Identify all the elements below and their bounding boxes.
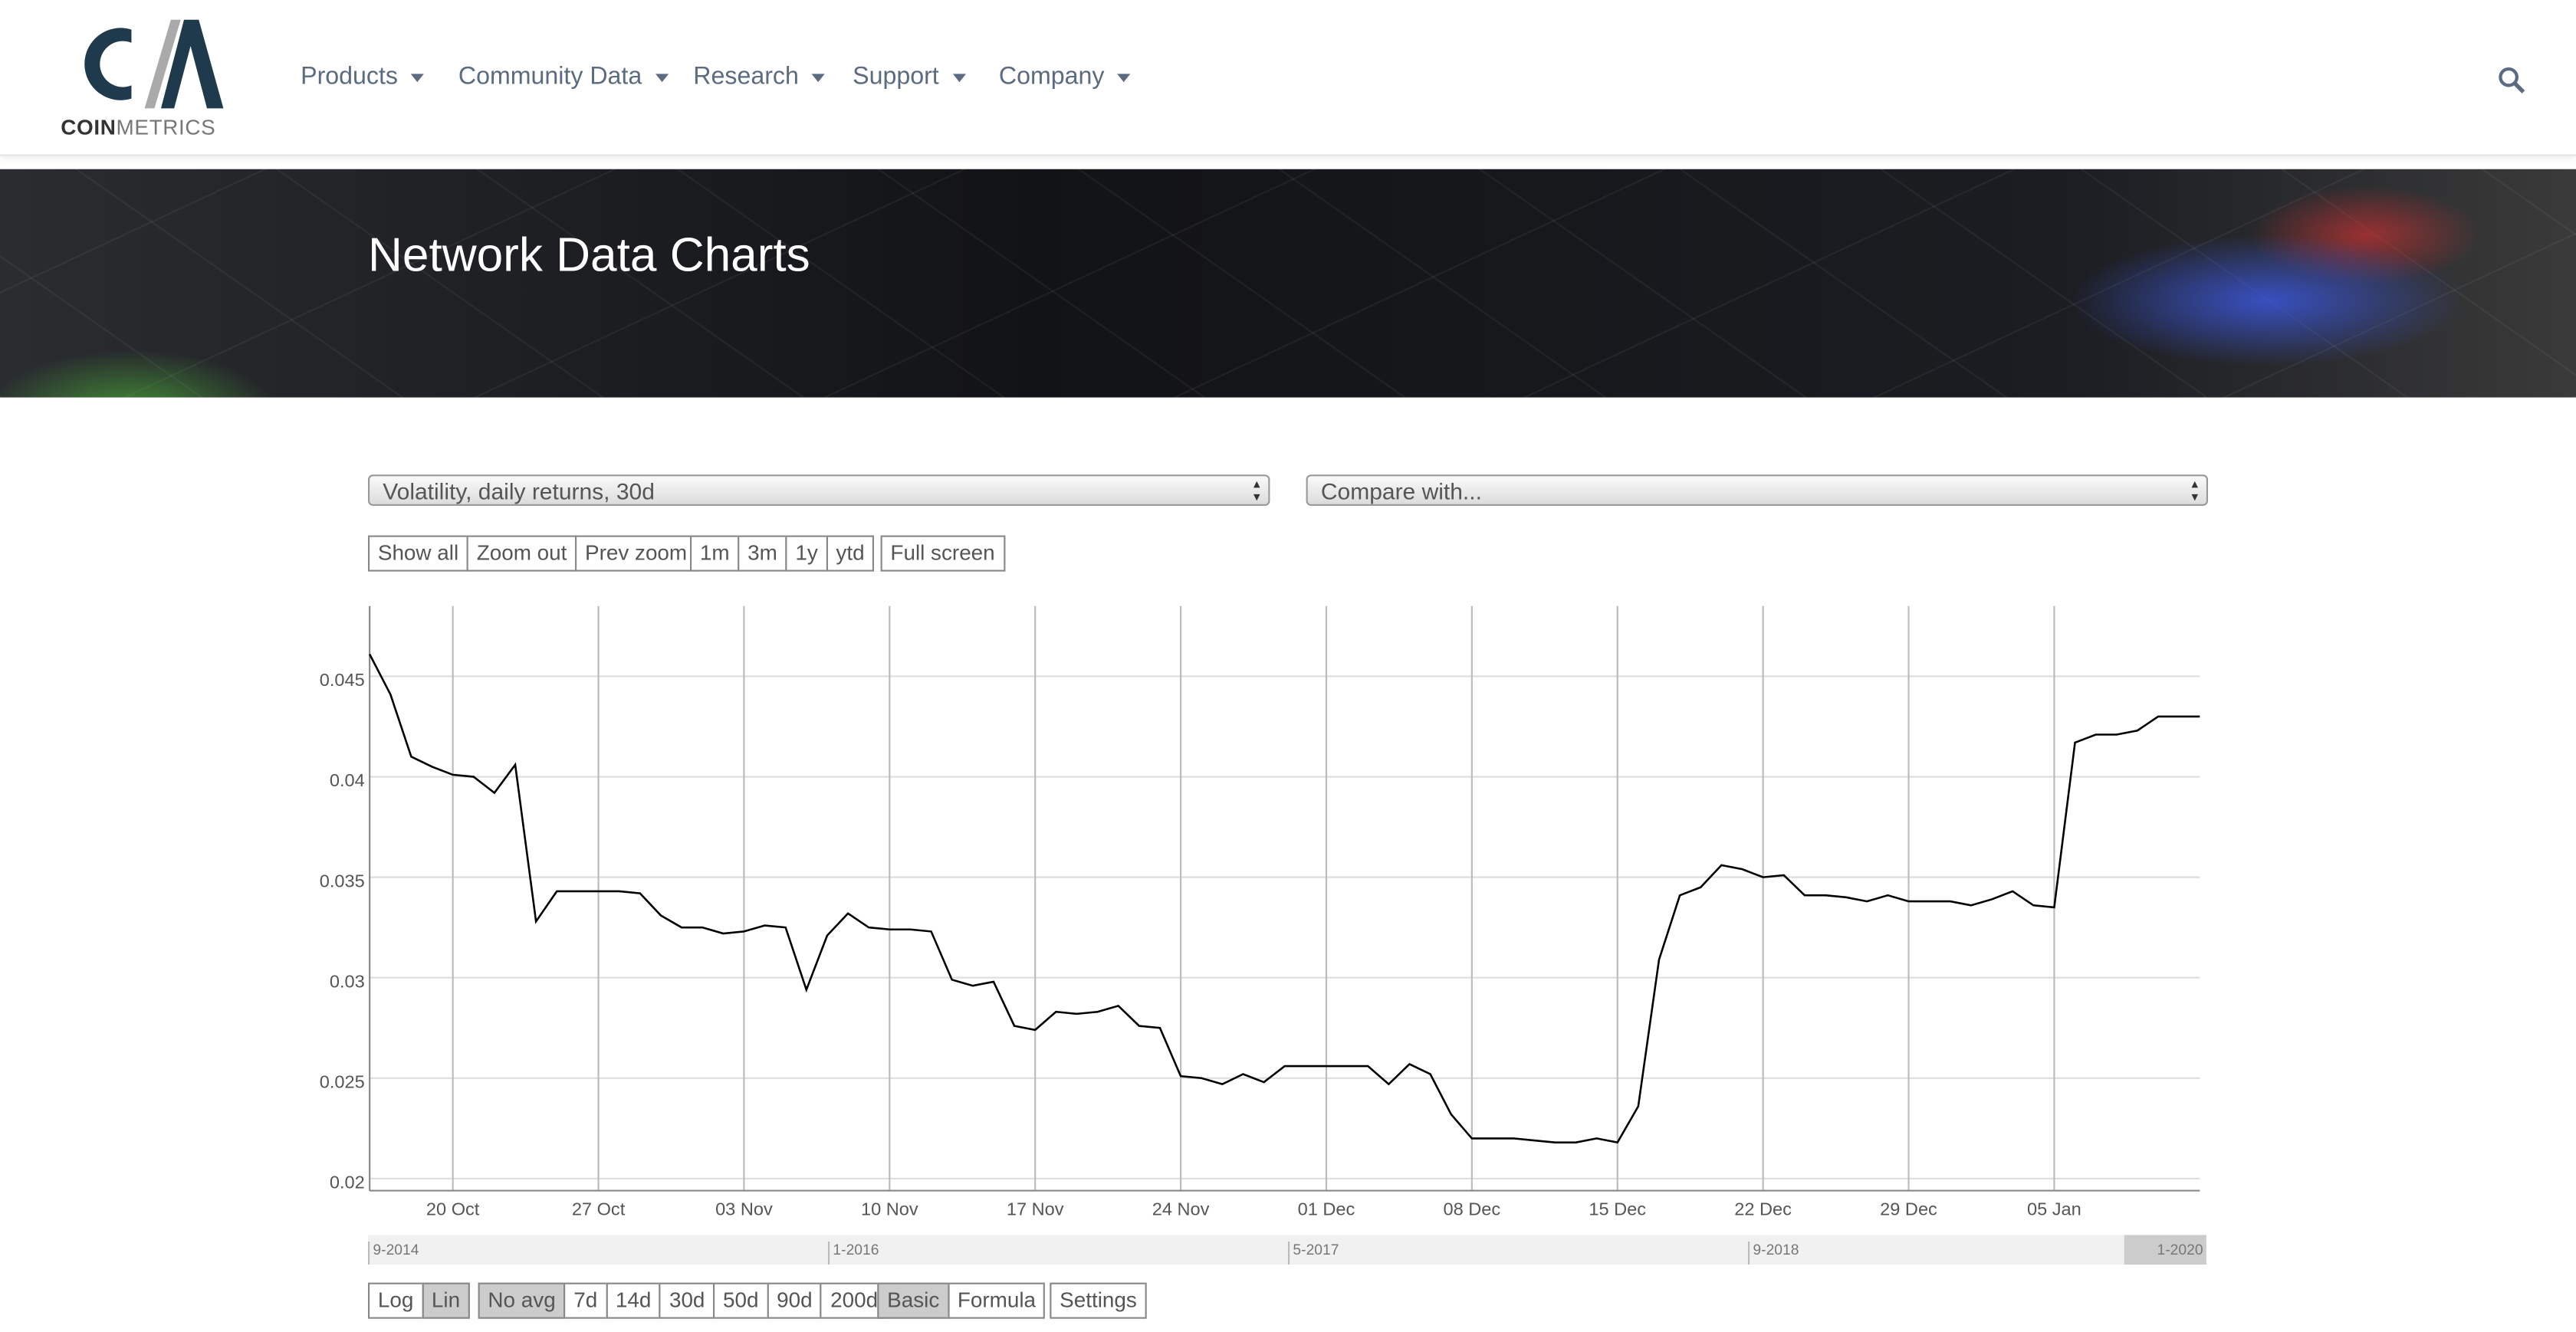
button[interactable]: 1m bbox=[690, 535, 740, 572]
button[interactable]: Show all bbox=[368, 535, 469, 572]
button[interactable]: Log bbox=[368, 1282, 424, 1319]
button[interactable]: No avg bbox=[478, 1282, 566, 1319]
button[interactable]: ytd bbox=[826, 535, 875, 572]
nav-item[interactable]: Community Data bbox=[458, 62, 669, 90]
x-tick-label: 24 Nov bbox=[1152, 1199, 1210, 1219]
x-tick-label: 29 Dec bbox=[1880, 1199, 1937, 1219]
button[interactable]: Basic bbox=[877, 1282, 950, 1319]
y-tick-label: 0.02 bbox=[330, 1172, 365, 1192]
average-buttons: No avg 7d 14d 30d 50d 90d 200d bbox=[478, 1282, 889, 1319]
navigator-window[interactable] bbox=[2124, 1235, 2206, 1265]
navigator-label: 1-2016 bbox=[828, 1242, 879, 1265]
range-navigator: 9-2014 1-2016 5-2017 9-2018 1-2020 bbox=[368, 1235, 2206, 1265]
banner-title: Network Data Charts bbox=[368, 230, 810, 283]
y-tick-label: 0.03 bbox=[330, 971, 365, 991]
logo-primary: COIN bbox=[61, 115, 117, 140]
x-tick-label: 03 Nov bbox=[715, 1199, 773, 1219]
button[interactable]: Zoom out bbox=[466, 535, 577, 572]
y-tick-label: 0.025 bbox=[320, 1071, 365, 1091]
search-icon[interactable] bbox=[2497, 66, 2527, 96]
logo-secondary: METRICS bbox=[116, 115, 216, 140]
x-tick-label: 10 Nov bbox=[861, 1199, 918, 1219]
navigator-label: 5-2017 bbox=[1288, 1242, 1339, 1265]
logo-mark bbox=[84, 19, 224, 109]
range-buttons: 1m 3m 1y ytd bbox=[690, 535, 875, 572]
banner bbox=[0, 169, 2576, 398]
navigator-label: 1-2020 bbox=[2157, 1242, 2203, 1258]
chart: 0.02 0.025 0.03 0.035 0.04 0.045 20 Oct 27 Oct 0… bbox=[320, 605, 2200, 1219]
compare-select[interactable]: Compare with... bbox=[1306, 474, 2208, 506]
nav-item[interactable]: Research bbox=[693, 62, 825, 90]
y-tick-label: 0.045 bbox=[320, 670, 365, 690]
button[interactable]: Formula bbox=[947, 1282, 1046, 1319]
settings-button[interactable]: Settings bbox=[1050, 1282, 1147, 1319]
button[interactable]: 200d bbox=[820, 1282, 889, 1319]
data-line bbox=[369, 654, 2200, 1144]
settings-group: Settings bbox=[1050, 1282, 1147, 1319]
button[interactable]: 1y bbox=[785, 535, 828, 572]
x-tick-label: 01 Dec bbox=[1298, 1199, 1355, 1219]
y-tick-label: 0.035 bbox=[320, 871, 365, 891]
x-tick-label: 27 Oct bbox=[572, 1199, 626, 1219]
button[interactable]: 3m bbox=[738, 535, 787, 572]
fullscreen-button[interactable]: Full screen bbox=[880, 535, 1005, 572]
nav-item[interactable]: Company bbox=[999, 62, 1131, 90]
button[interactable]: 50d bbox=[713, 1282, 769, 1319]
zoom-buttons: Show all Zoom out Prev zoom bbox=[368, 535, 698, 572]
button[interactable]: 7d bbox=[564, 1282, 608, 1319]
mode-buttons: Basic Formula bbox=[877, 1282, 1046, 1319]
nav-item[interactable]: Products bbox=[301, 62, 424, 90]
fullscreen-group: Full screen bbox=[880, 535, 1005, 572]
y-tick-label: 0.04 bbox=[330, 770, 365, 790]
x-tick-label: 20 Oct bbox=[426, 1199, 480, 1219]
navigator-label: 9-2014 bbox=[368, 1242, 419, 1265]
x-tick-label: 08 Dec bbox=[1444, 1199, 1501, 1219]
nav-item[interactable]: Support bbox=[853, 62, 965, 90]
metric-select[interactable]: Volatility, daily returns, 30d bbox=[368, 474, 1270, 506]
header: COINMETRICS Products Community Data Rese… bbox=[0, 0, 2576, 156]
button[interactable]: 90d bbox=[767, 1282, 823, 1319]
x-tick-label: 15 Dec bbox=[1589, 1199, 1646, 1219]
logo-text: COINMETRICS bbox=[61, 115, 215, 139]
scale-buttons: Log Lin bbox=[368, 1282, 470, 1319]
button[interactable]: 14d bbox=[606, 1282, 662, 1319]
x-tick-label: 17 Nov bbox=[1007, 1199, 1064, 1219]
x-tick-label: 05 Jan bbox=[2027, 1199, 2082, 1219]
button[interactable]: Prev zoom bbox=[575, 535, 698, 572]
button[interactable]: 30d bbox=[659, 1282, 715, 1319]
x-tick-label: 22 Dec bbox=[1734, 1199, 1792, 1219]
button[interactable]: Lin bbox=[422, 1282, 470, 1319]
navigator-label: 9-2018 bbox=[1748, 1242, 1799, 1265]
